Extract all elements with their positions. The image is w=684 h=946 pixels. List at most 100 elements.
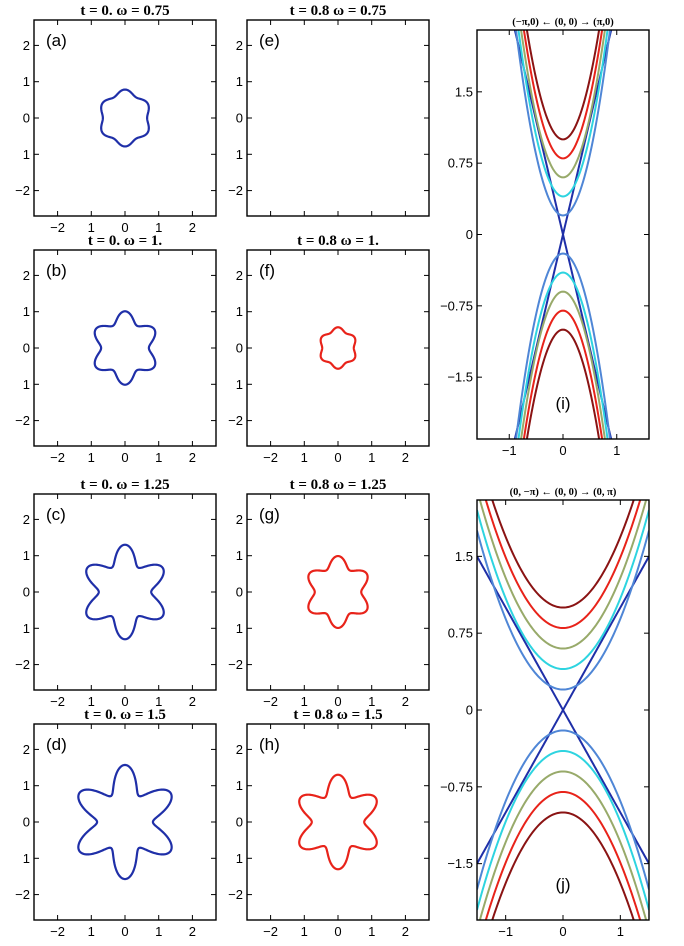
y-tick-label-b-3: 1: [23, 377, 30, 392]
x-tick-label-d-3: 1: [155, 924, 162, 939]
x-tick-label-h-0: −2: [263, 924, 278, 939]
x-tick-label-i-0: −1: [502, 443, 517, 458]
band-j-series-5-lower: [491, 811, 635, 920]
plot-area-f: [319, 326, 357, 370]
panel-letter-b: (b): [46, 261, 67, 280]
panel-letter-f: (f): [259, 261, 275, 280]
x-tick-label-j-2: 1: [617, 924, 624, 939]
contour-f: [319, 326, 357, 370]
x-tick-label-f-0: −2: [263, 450, 278, 465]
plot-area-i: [513, 30, 613, 439]
x-tick-label-j-1: 0: [559, 924, 566, 939]
y-tick-label-e-2: 0: [236, 111, 243, 126]
x-tick-label-g-3: 1: [368, 694, 375, 709]
band-j-series-0-lower: [477, 707, 649, 865]
contour-a: [100, 88, 150, 148]
y-tick-label-b-1: 1: [23, 304, 30, 319]
x-tick-label-f-3: 1: [368, 450, 375, 465]
x-tick-label-d-1: 1: [88, 924, 95, 939]
y-tick-label-j-4: −1.5: [447, 856, 473, 871]
y-tick-label-g-3: 1: [236, 621, 243, 636]
panel-letter-i: (i): [555, 394, 570, 413]
x-tick-label-g-0: −2: [263, 694, 278, 709]
panel-c: t = 0. ω = 1.25 −2 1 0 1 2 2 1 0 1 −2 (c): [15, 477, 217, 709]
panel-i: (−π,0) ← (0, 0) → (π,0) −1 0 1 1.5 0.75 0 −0.75…: [440, 17, 650, 458]
panel-title-b: t = 0. ω = 1.: [88, 233, 163, 249]
y-tick-label-i-3: −0.75: [440, 298, 473, 313]
panel-d: t = 0. ω = 1.5 −2 1 0 1 2 2 1 0 1 −2 (d): [15, 707, 217, 939]
x-tick-label-b-3: 1: [155, 450, 162, 465]
panel-title-i: (−π,0) ← (0, 0) → (π,0): [512, 17, 614, 28]
band-j-series-2-upper: [477, 509, 649, 671]
y-tick-label-d-1: 1: [23, 778, 30, 793]
x-tick-label-a-1: 1: [88, 220, 95, 235]
y-tick-label-f-0: 2: [236, 268, 243, 283]
y-tick-label-i-2: 0: [466, 227, 473, 242]
contour-b: [93, 310, 157, 386]
y-tick-label-h-2: 0: [236, 815, 243, 830]
y-tick-label-c-2: 0: [23, 585, 30, 600]
plot-area-b: [93, 310, 157, 386]
panel-b: t = 0. ω = 1. −2 1 0 1 2 2 1 0 1 −2 (b): [15, 233, 217, 465]
y-tick-label-a-4: −2: [15, 183, 30, 198]
y-tick-label-e-4: −2: [228, 183, 243, 198]
band-j-series-5-upper: [491, 500, 635, 609]
band-j-series-1-upper: [477, 530, 649, 691]
x-tick-label-a-2: 0: [121, 220, 128, 235]
panel-title-g: t = 0.8 ω = 1.25: [290, 477, 387, 493]
x-tick-label-g-4: 2: [402, 694, 409, 709]
y-tick-label-i-4: −1.5: [447, 370, 473, 385]
y-tick-label-c-1: 1: [23, 548, 30, 563]
band-j-series-0-upper: [477, 555, 649, 713]
plot-area-d: [77, 763, 173, 881]
contour-d: [77, 763, 173, 881]
panel-title-j: (0, −π) ← (0, 0) → (0, π): [510, 487, 617, 498]
y-tick-label-b-2: 0: [23, 341, 30, 356]
x-tick-label-a-0: −2: [50, 220, 65, 235]
panel-letter-d: (d): [46, 735, 67, 754]
plot-area-h: [298, 773, 378, 871]
y-tick-label-c-4: −2: [15, 657, 30, 672]
y-tick-label-e-3: 1: [236, 147, 243, 162]
band-i-series-5-upper: [525, 30, 601, 141]
band-i-series-0-lower: [513, 234, 613, 439]
y-tick-label-d-2: 0: [23, 815, 30, 830]
x-tick-label-d-2: 0: [121, 924, 128, 939]
x-tick-label-j-0: −1: [498, 924, 513, 939]
plot-area-g: [307, 554, 369, 630]
x-tick-label-c-4: 2: [189, 694, 196, 709]
y-tick-label-h-0: 2: [236, 742, 243, 757]
y-tick-label-f-2: 0: [236, 341, 243, 356]
x-tick-label-d-4: 2: [189, 924, 196, 939]
panel-letter-c: (c): [46, 505, 66, 524]
x-tick-label-g-1: 1: [301, 694, 308, 709]
band-i-series-3-lower: [520, 290, 606, 439]
x-tick-label-g-2: 0: [334, 694, 341, 709]
panel-j: (0, −π) ← (0, 0) → (0, π) −1 0 1 1.5 0.75 0 −0.…: [440, 487, 650, 939]
band-j-series-3-lower: [478, 770, 648, 920]
y-tick-label-g-4: −2: [228, 657, 243, 672]
panel-g: t = 0.8 ω = 1.25 −2 1 0 1 2 2 1 0 1 −2 (g): [228, 477, 430, 709]
y-tick-label-g-2: 0: [236, 585, 243, 600]
panel-title-e: t = 0.8 ω = 0.75: [290, 3, 387, 19]
panel-title-a: t = 0. ω = 0.75: [80, 3, 169, 19]
panel-title-f: t = 0.8 ω = 1.: [297, 233, 379, 249]
band-j-series-2-lower: [477, 749, 649, 911]
panel-letter-a: (a): [46, 31, 67, 50]
y-tick-label-f-1: 1: [236, 304, 243, 319]
x-tick-label-a-3: 1: [155, 220, 162, 235]
x-tick-label-h-2: 0: [334, 924, 341, 939]
x-tick-label-i-2: 1: [613, 443, 620, 458]
panel-h: t = 0.8 ω = 1.5 −2 1 0 1 2 2 1 0 1 −2 (h): [228, 707, 430, 939]
y-tick-label-c-0: 2: [23, 512, 30, 527]
x-tick-label-a-4: 2: [189, 220, 196, 235]
x-tick-label-f-2: 0: [334, 450, 341, 465]
y-tick-label-e-0: 2: [236, 38, 243, 53]
x-tick-label-c-0: −2: [50, 694, 65, 709]
y-tick-label-d-3: 1: [23, 851, 30, 866]
plot-area-a: [100, 88, 150, 148]
band-i-series-1-upper: [514, 30, 612, 217]
x-tick-label-c-1: 1: [88, 694, 95, 709]
y-tick-label-a-2: 0: [23, 111, 30, 126]
